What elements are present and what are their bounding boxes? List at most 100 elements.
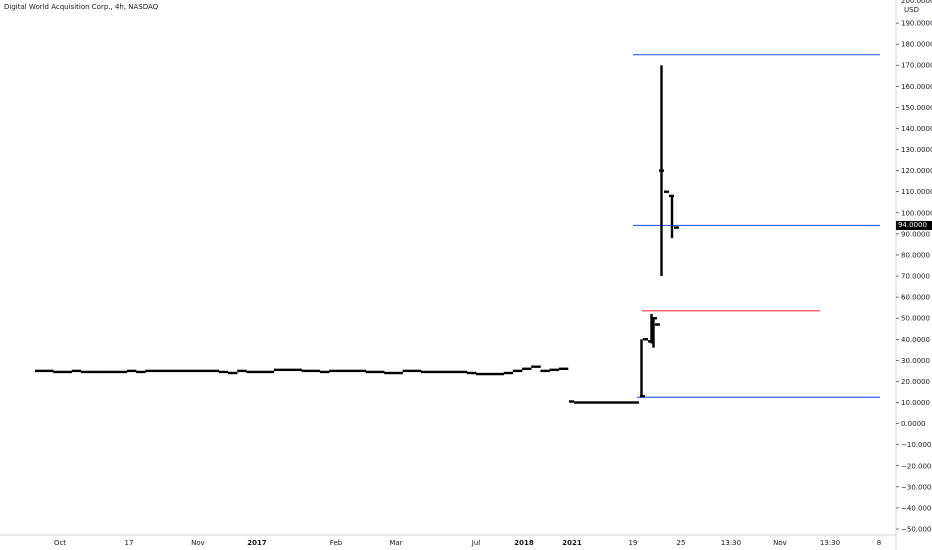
candle bbox=[182, 369, 192, 373]
candle bbox=[549, 368, 560, 372]
candle bbox=[365, 370, 376, 374]
y-tick-label: 200.0000 bbox=[901, 0, 932, 5]
candle bbox=[319, 370, 330, 374]
candle-wick bbox=[640, 339, 643, 397]
candle bbox=[292, 368, 302, 372]
x-tick-label: Mar bbox=[389, 539, 402, 547]
candle-wick bbox=[660, 65, 663, 277]
candle bbox=[44, 369, 54, 373]
candle bbox=[163, 369, 174, 373]
y-tick-label: 0.0000 bbox=[901, 420, 926, 428]
candle bbox=[273, 368, 284, 372]
candle bbox=[604, 401, 609, 404]
price-unit-label: USD bbox=[904, 6, 919, 14]
candle bbox=[634, 401, 639, 404]
y-tick-label: 180.0000 bbox=[901, 41, 932, 49]
candle bbox=[599, 401, 604, 404]
candle bbox=[476, 372, 486, 376]
candle bbox=[191, 369, 201, 373]
candle bbox=[338, 369, 348, 373]
candle bbox=[126, 369, 137, 373]
tick-labels: −50.0000 −40.0000 −30.0000 −20.0000 −10.0000… bbox=[54, 0, 932, 547]
candle bbox=[655, 323, 660, 326]
candle bbox=[624, 401, 629, 404]
x-tick-label: 13:30 bbox=[721, 539, 741, 547]
candle bbox=[283, 368, 293, 372]
candle bbox=[669, 194, 674, 198]
candle bbox=[466, 371, 477, 375]
y-tick-label: −10.0000 bbox=[901, 441, 932, 449]
candle bbox=[99, 370, 109, 374]
x-tick-label: Oct bbox=[54, 539, 66, 547]
candle bbox=[301, 369, 311, 373]
current-price-badge: 94.0000 bbox=[896, 220, 932, 230]
candle bbox=[264, 370, 275, 374]
candle bbox=[420, 370, 431, 374]
y-tick-label: 10.0000 bbox=[901, 399, 930, 407]
candle bbox=[356, 369, 367, 373]
candle bbox=[540, 369, 550, 373]
candle-wick bbox=[650, 313, 653, 344]
candle bbox=[439, 370, 449, 374]
candle bbox=[53, 370, 63, 374]
candle bbox=[402, 369, 413, 373]
axes bbox=[0, 0, 899, 550]
candle bbox=[80, 370, 91, 374]
x-tick-label: Feb bbox=[330, 539, 343, 547]
candle bbox=[310, 369, 321, 373]
candle bbox=[614, 401, 619, 404]
candle bbox=[237, 369, 247, 373]
candle bbox=[136, 370, 146, 374]
x-tick-label: Nov bbox=[773, 539, 787, 547]
candle bbox=[145, 369, 155, 373]
x-tick-label: 17 bbox=[125, 539, 134, 547]
y-tick-label: 150.0000 bbox=[901, 104, 932, 112]
y-tick-label: −40.0000 bbox=[901, 504, 932, 512]
y-tick-label: 170.0000 bbox=[901, 62, 932, 70]
x-tick-label: 2018 bbox=[514, 539, 534, 547]
candle bbox=[329, 369, 339, 373]
candle bbox=[674, 226, 679, 229]
candle bbox=[172, 369, 183, 373]
candle bbox=[457, 370, 468, 374]
y-tick-label: 120.0000 bbox=[901, 167, 932, 175]
candle bbox=[569, 400, 574, 403]
y-tick-label: −50.0000 bbox=[901, 526, 932, 534]
candle bbox=[108, 370, 119, 374]
candle bbox=[71, 369, 82, 373]
candle bbox=[227, 371, 238, 375]
candle bbox=[384, 371, 394, 375]
y-tick-label: 80.0000 bbox=[901, 251, 930, 259]
x-tick-label: 2021 bbox=[562, 539, 582, 547]
candle bbox=[512, 369, 523, 373]
y-tick-label: 50.0000 bbox=[901, 315, 930, 323]
x-tick-label: 25 bbox=[677, 539, 686, 547]
candle bbox=[558, 367, 569, 370]
candle bbox=[485, 372, 495, 376]
x-tick-label: Nov bbox=[191, 539, 205, 547]
y-tick-label: 160.0000 bbox=[901, 83, 932, 91]
candle-wick bbox=[652, 318, 655, 348]
candle bbox=[584, 401, 589, 404]
candles bbox=[35, 65, 679, 404]
candle bbox=[531, 365, 541, 368]
candle bbox=[494, 372, 504, 376]
candle bbox=[448, 370, 459, 374]
candle bbox=[117, 370, 128, 374]
candle bbox=[643, 338, 648, 341]
candle bbox=[619, 401, 624, 404]
horizontal-levels bbox=[633, 54, 880, 398]
candle bbox=[255, 370, 266, 374]
candle bbox=[664, 190, 669, 193]
x-tick-label: 13:30 bbox=[820, 539, 840, 547]
y-tick-label: 140.0000 bbox=[901, 125, 932, 133]
candle bbox=[154, 369, 164, 373]
candle bbox=[579, 401, 584, 404]
x-tick-label: 2017 bbox=[247, 539, 267, 547]
x-tick-label: Jul bbox=[471, 539, 481, 547]
candle bbox=[209, 369, 220, 373]
candle bbox=[411, 369, 422, 373]
y-tick-label: 100.0000 bbox=[901, 209, 932, 217]
y-tick-label: 110.0000 bbox=[901, 188, 932, 196]
